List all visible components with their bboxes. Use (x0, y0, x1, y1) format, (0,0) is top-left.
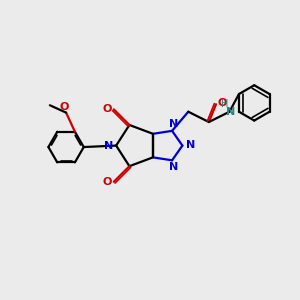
Text: H: H (220, 99, 228, 110)
Text: N: N (186, 140, 195, 150)
Text: N: N (169, 162, 178, 172)
Text: O: O (217, 98, 226, 108)
Text: O: O (103, 177, 112, 187)
Text: O: O (60, 102, 69, 112)
Text: N: N (104, 141, 113, 151)
Text: N: N (226, 107, 236, 117)
Text: N: N (169, 119, 178, 129)
Text: O: O (103, 104, 112, 114)
